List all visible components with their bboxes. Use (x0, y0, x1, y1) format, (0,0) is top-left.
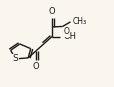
Text: O: O (63, 27, 69, 36)
Text: O: O (32, 62, 39, 71)
Text: O: O (48, 7, 55, 16)
Text: CH₃: CH₃ (72, 17, 86, 26)
Text: S: S (13, 54, 18, 63)
Text: OH: OH (63, 32, 76, 41)
